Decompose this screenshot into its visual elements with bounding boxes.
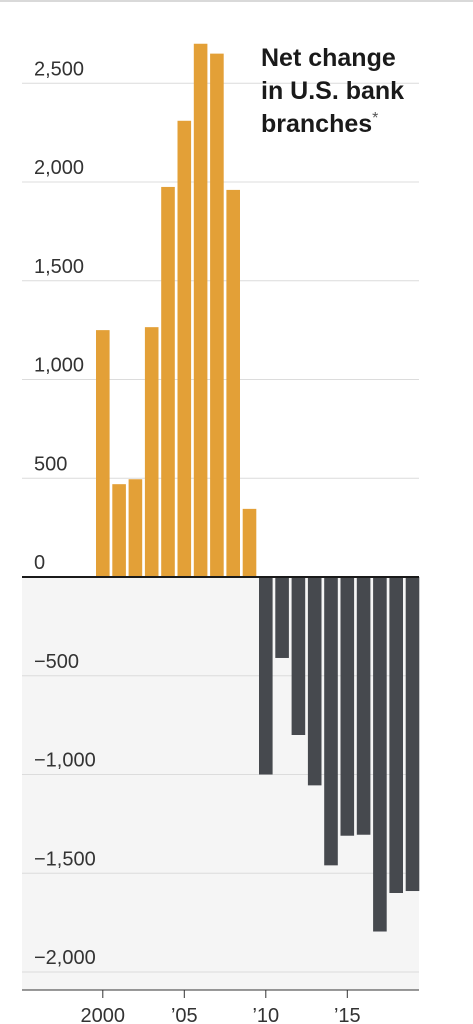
bar-2019 [405, 577, 420, 892]
bar-2000 [96, 330, 110, 577]
bar-2004 [161, 186, 175, 577]
bar-2018 [389, 577, 403, 893]
bar-2017 [373, 577, 387, 932]
chart-title: Net change in U.S. bank branches* [261, 44, 404, 138]
x-tick-label: ’10 [252, 1005, 279, 1024]
y-axis-ticks: 2,500 2,000 1,500 1,000 500 0 −500 −1,000 −1,500… [34, 58, 96, 969]
chart-title-line: in U.S. bank [261, 77, 404, 105]
bar-2016 [356, 577, 371, 835]
y-tick-label: 1,000 [34, 355, 84, 377]
bar-2010 [259, 577, 273, 775]
chart-title-line: branches* [261, 110, 378, 138]
bar-2002 [128, 479, 143, 577]
y-tick-label: 2,500 [34, 58, 84, 80]
x-tick-label: ’05 [171, 1005, 198, 1024]
bar-2015 [340, 577, 355, 836]
x-axis: 2000 ’05 ’10 ’15 [22, 989, 419, 1024]
y-tick-label: 2,000 [34, 157, 84, 179]
y-tick-label: −2,000 [34, 947, 96, 969]
chart-title-line: Net change [261, 44, 396, 72]
bar-2011 [275, 577, 289, 658]
bar-2005 [177, 120, 192, 578]
bar-2007 [210, 53, 224, 577]
x-tick-label: ’15 [334, 1005, 361, 1024]
y-tick-label: −1,500 [34, 848, 96, 870]
bars [96, 43, 420, 932]
y-tick-label: 500 [34, 453, 67, 475]
top-rule [0, 0, 473, 2]
y-tick-label: −1,000 [34, 750, 96, 772]
x-tick-label: 2000 [81, 1005, 126, 1024]
bar-2009 [242, 508, 257, 577]
y-tick-label: −500 [34, 651, 79, 673]
y-tick-label: 1,500 [34, 256, 84, 278]
footnote-mark: * [372, 110, 378, 127]
bar-2012 [291, 577, 306, 735]
bar-2001 [112, 484, 126, 577]
bar-2013 [307, 577, 322, 786]
bar-2006 [193, 43, 208, 577]
bar-2014 [324, 577, 338, 866]
bar-2003 [144, 327, 159, 577]
bar-2008 [226, 189, 240, 577]
y-tick-label: 0 [34, 552, 45, 574]
